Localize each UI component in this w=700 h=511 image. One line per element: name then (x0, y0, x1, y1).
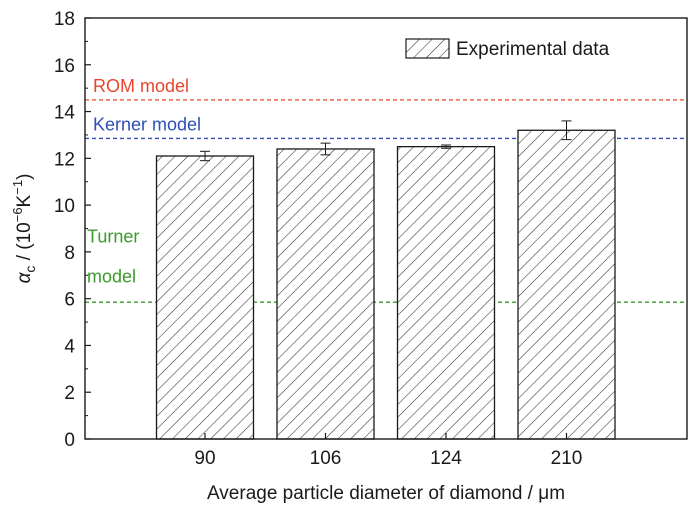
y-axis-ticks: 0 2 4 6 8 10 12 14 16 18 (54, 9, 91, 451)
y-axis-subscript: c (22, 266, 38, 273)
y-tick-label: 14 (54, 103, 76, 124)
reference-labels: ROM model Kerner model Turner model (87, 76, 201, 286)
bars (155, 129, 616, 440)
x-axis-title: Average particle diameter of diamond / μ… (207, 483, 565, 504)
y-axis-exponent-1: −6 (10, 207, 25, 222)
legend: Experimental data (405, 38, 610, 60)
reference-label: Turner (87, 227, 139, 247)
y-tick-label: 16 (54, 56, 75, 77)
legend-label: Experimental data (456, 39, 610, 60)
y-tick-label: 2 (64, 383, 75, 404)
bar (276, 148, 375, 440)
error-bars (200, 120, 572, 162)
x-tick-label: 210 (551, 448, 583, 469)
bar (155, 155, 255, 440)
legend-swatch (405, 38, 450, 59)
y-axis-suffix: ) (14, 174, 35, 180)
y-tick-label: 12 (54, 149, 75, 170)
y-axis-unit: K (14, 194, 35, 207)
x-tick-label: 90 (194, 448, 215, 469)
bar (396, 145, 496, 440)
reference-label: Kerner model (93, 114, 201, 134)
y-tick-label: 18 (54, 9, 75, 30)
y-axis-title: αc / (10−6K−1) (10, 174, 38, 284)
y-tick-label: 8 (64, 243, 75, 264)
x-tick-label: 124 (430, 448, 462, 469)
y-axis-prefix: / (10 (14, 222, 35, 265)
y-axis-symbol: α (14, 271, 35, 283)
y-tick-label: 4 (64, 336, 75, 357)
y-axis-exponent-2: −1 (10, 180, 25, 195)
x-axis-ticks: 90 106 124 210 (194, 433, 582, 469)
y-tick-label: 10 (54, 196, 75, 217)
reference-label: model (87, 266, 136, 286)
reference-label: ROM model (93, 76, 189, 96)
x-tick-label: 106 (310, 448, 342, 469)
y-tick-label: 0 (64, 430, 75, 451)
bar (517, 129, 616, 440)
y-tick-label: 6 (64, 290, 75, 311)
